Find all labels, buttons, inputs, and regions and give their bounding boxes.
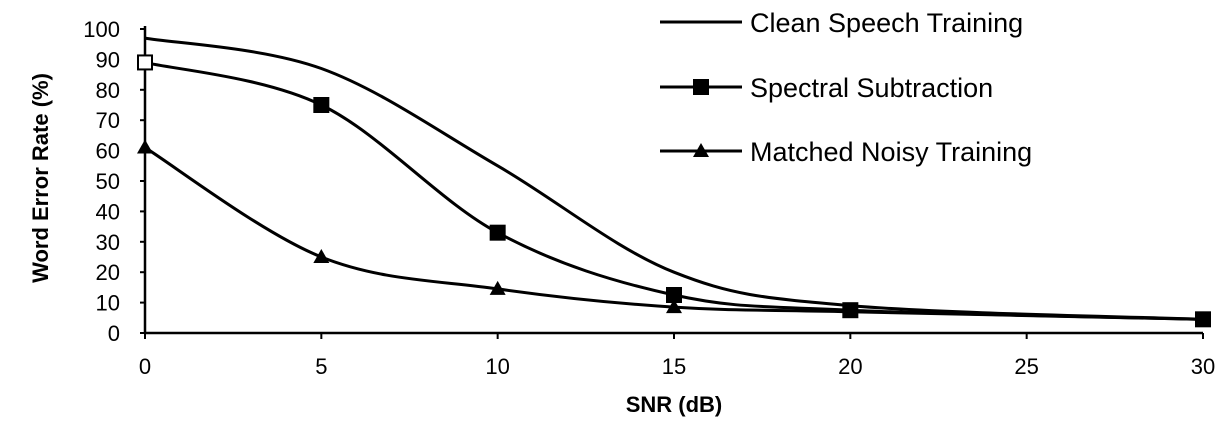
x-tick-label: 15 bbox=[662, 354, 686, 379]
series-line bbox=[144, 60, 1204, 321]
series-2 bbox=[137, 139, 1211, 326]
y-tick-label: 100 bbox=[83, 17, 120, 42]
legend-label: Spectral Subtraction bbox=[750, 73, 993, 103]
data-point bbox=[137, 54, 153, 71]
y-axis-title: Word Error Rate (%) bbox=[28, 73, 53, 283]
x-tick-label: 5 bbox=[315, 354, 327, 379]
legend-marker bbox=[693, 79, 709, 95]
data-point bbox=[313, 97, 330, 113]
x-tick-label: 0 bbox=[139, 354, 151, 379]
y-tick-label: 0 bbox=[108, 321, 120, 346]
legend: Clean Speech Training Spectral Subtractio… bbox=[660, 8, 1032, 167]
x-axis-title: SNR (dB) bbox=[626, 392, 723, 417]
data-point bbox=[666, 299, 682, 314]
y-tick-label: 10 bbox=[96, 291, 120, 316]
data-point bbox=[1195, 311, 1211, 326]
legend-item: Spectral Subtraction bbox=[660, 73, 993, 103]
series-line bbox=[144, 36, 1204, 321]
y-tick-label: 70 bbox=[96, 108, 120, 133]
x-tick-labels: 0 5 10 15 20 25 30 bbox=[139, 333, 1215, 379]
y-tick-label: 40 bbox=[96, 199, 120, 224]
legend-item: Matched Noisy Training bbox=[660, 137, 1032, 167]
x-tick-label: 20 bbox=[838, 354, 862, 379]
data-point bbox=[842, 303, 859, 318]
data-point bbox=[489, 224, 506, 241]
x-tick-label: 30 bbox=[1191, 354, 1215, 379]
y-tick-label: 50 bbox=[96, 169, 120, 194]
x-tick-label: 25 bbox=[1014, 354, 1038, 379]
series-group bbox=[137, 36, 1211, 328]
legend-marker bbox=[693, 143, 709, 157]
y-tick-label: 20 bbox=[96, 260, 120, 285]
legend-item: Clean Speech Training bbox=[660, 8, 1023, 38]
legend-label: Clean Speech Training bbox=[750, 8, 1023, 38]
y-tick-labels: 0 10 20 30 40 50 60 70 80 90 100 bbox=[83, 17, 145, 346]
series-1 bbox=[137, 54, 1211, 328]
y-tick-label: 90 bbox=[96, 47, 120, 72]
y-tick-label: 30 bbox=[96, 230, 120, 255]
data-point bbox=[137, 139, 153, 154]
legend-label: Matched Noisy Training bbox=[750, 137, 1032, 167]
series-0 bbox=[144, 36, 1204, 321]
axes bbox=[143, 26, 1203, 335]
y-tick-label: 60 bbox=[96, 139, 120, 164]
data-point bbox=[489, 280, 506, 295]
x-tick-label: 10 bbox=[485, 354, 509, 379]
data-point bbox=[313, 249, 330, 263]
series-line bbox=[144, 146, 1204, 321]
y-tick-label: 80 bbox=[96, 78, 120, 103]
